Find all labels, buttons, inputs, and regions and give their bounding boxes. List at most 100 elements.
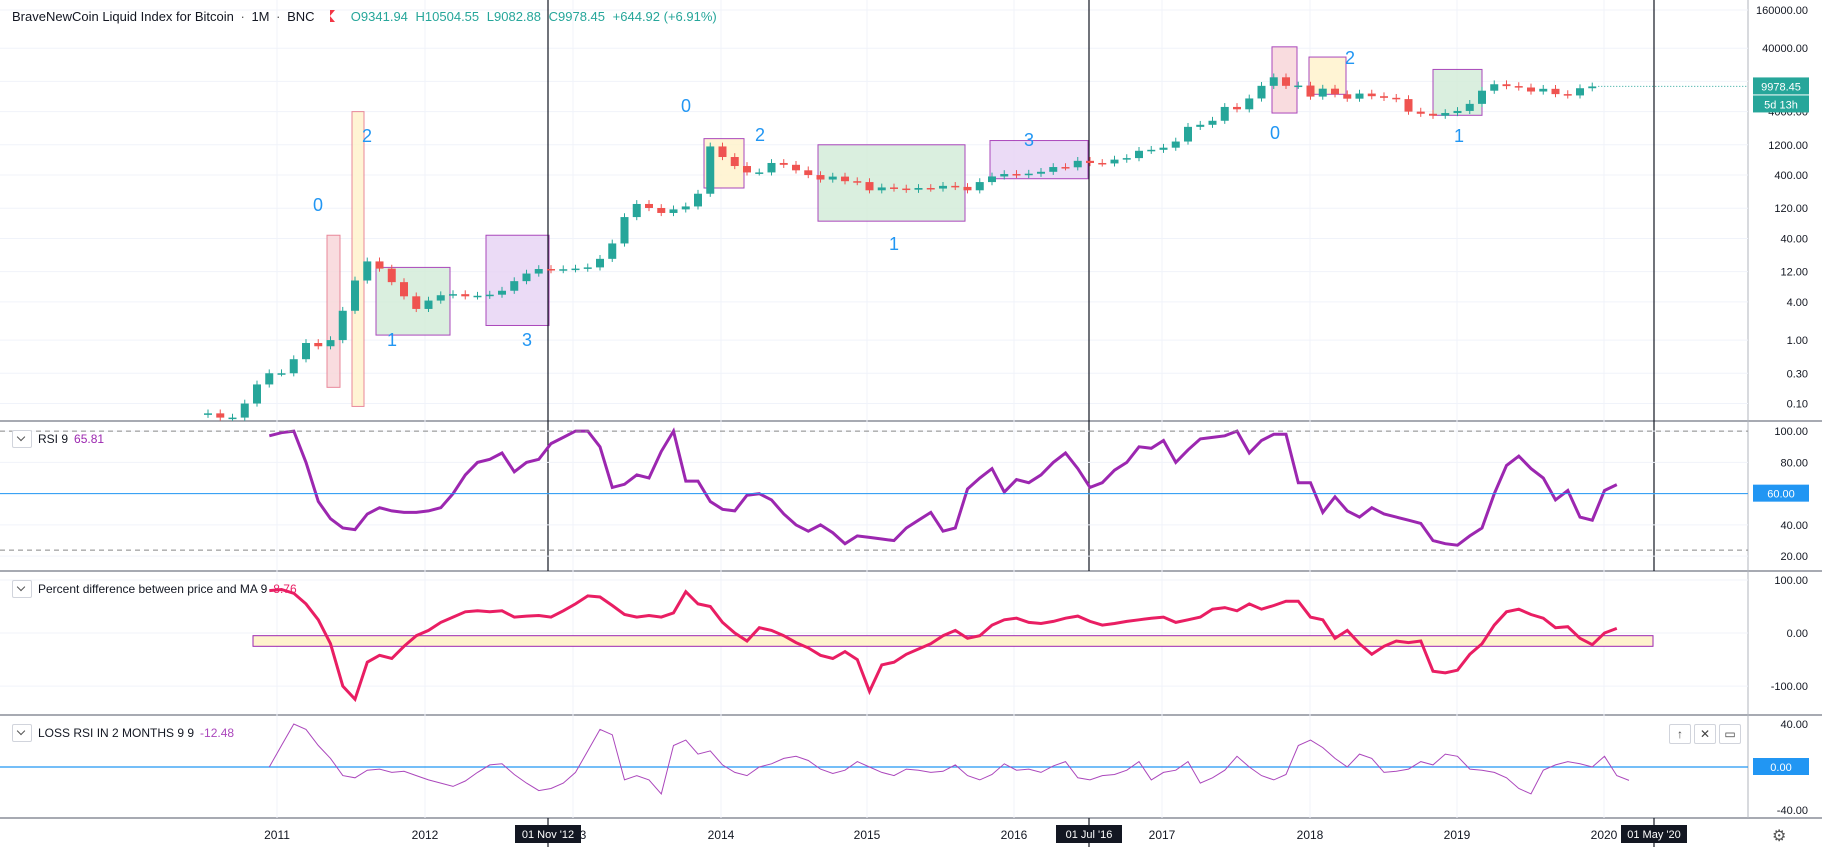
y-tick-label: 160000.00 (1756, 5, 1808, 17)
x-tick-label: 2019 (1444, 828, 1471, 842)
candle-body (620, 217, 629, 244)
y-tick-label: 0.30 (1787, 368, 1808, 380)
candle-body (841, 176, 849, 182)
candle-body (939, 185, 947, 189)
y-tick-label: 0.10 (1787, 399, 1808, 411)
pct-band (252, 635, 1654, 647)
loss-pane-legend: LOSS RSI IN 2 MONTHS 9 9 -12.48 (12, 724, 234, 742)
candle-body (632, 203, 641, 218)
chevron-down-icon[interactable] (12, 580, 32, 598)
rsi-value: 65.81 (74, 432, 105, 446)
candle-body (1220, 106, 1229, 121)
candle-body (767, 162, 776, 173)
candle-body (1012, 174, 1021, 176)
rsi-marker-tag (1753, 484, 1809, 502)
annotation-box (485, 234, 550, 326)
candle-body (289, 359, 298, 374)
candle-body (1049, 167, 1058, 172)
candle-body (1527, 87, 1535, 92)
y-tick-label: -40.00 (1777, 805, 1808, 817)
candle-body (963, 186, 972, 191)
pct-value: 8.76 (273, 582, 297, 596)
candle-body (1355, 93, 1364, 99)
candle-body (449, 294, 457, 296)
time-marker-tag (515, 825, 581, 843)
candle-body (424, 300, 433, 309)
candle-body (510, 281, 519, 291)
candle-body (338, 310, 347, 341)
y-tick-label: 4.00 (1787, 297, 1808, 309)
close-icon[interactable]: ✕ (1694, 724, 1716, 744)
series-line (268, 723, 1630, 795)
candle-body (828, 176, 837, 180)
annotation-box (817, 144, 966, 222)
candle-body (951, 185, 960, 188)
candle-body (1184, 126, 1192, 142)
symbol-title[interactable]: BraveNewCoin Liquid Index for Bitcoin (12, 9, 234, 24)
wave-label: 0 (681, 96, 691, 116)
y-tick-label: 1.00 (1787, 335, 1808, 347)
candle-body (583, 267, 592, 269)
wave-label: 1 (889, 234, 899, 254)
ohlc-low: L9082.88 (486, 9, 542, 24)
annotation-box (326, 234, 341, 388)
candle-body (694, 193, 702, 207)
wave-label: 3 (1024, 130, 1034, 150)
rsi-pane-legend: RSI 9 65.81 (12, 430, 104, 448)
last-price-tag (1753, 77, 1809, 95)
candle-body (706, 146, 715, 194)
candle-body (1318, 88, 1327, 97)
candle-body (1269, 77, 1278, 86)
wave-label: 0 (1270, 123, 1280, 143)
pct-label[interactable]: Percent difference between price and MA … (38, 582, 268, 596)
y-tick-label: 100.00 (1774, 426, 1808, 438)
candle-body (1416, 111, 1425, 114)
candle-body (1367, 93, 1376, 97)
maximize-icon[interactable]: ▭ (1719, 724, 1741, 744)
candle-body (1122, 158, 1131, 160)
candle-body (375, 261, 384, 269)
loss-marker-tag (1753, 758, 1809, 775)
loss-label[interactable]: LOSS RSI IN 2 MONTHS 9 9 (38, 726, 195, 740)
chevron-down-icon[interactable] (12, 430, 32, 448)
candle-body (718, 146, 727, 158)
candle-body (730, 157, 739, 167)
flag-icon[interactable] (330, 10, 336, 22)
candle-body (1294, 85, 1303, 88)
candle-body (816, 175, 825, 180)
candle-body (669, 209, 678, 213)
x-tick-label: 2014 (708, 828, 735, 842)
interval-label[interactable]: 1M (251, 9, 270, 24)
chevron-down-icon[interactable] (12, 724, 32, 742)
move-up-icon[interactable]: ↑ (1669, 724, 1691, 744)
candle-body (326, 340, 335, 347)
time-marker-tag (1621, 825, 1687, 843)
wave-label: 0 (313, 195, 323, 215)
candle-body (755, 172, 764, 174)
candle-body (1024, 173, 1033, 176)
candle-body (1588, 86, 1597, 89)
x-tick-label: 2016 (1001, 828, 1028, 842)
candle-body (1514, 86, 1523, 88)
candle-body (1257, 85, 1266, 99)
y-tick-label: 40.00 (1780, 520, 1808, 532)
candle-body (1441, 113, 1450, 116)
candle-body (743, 166, 751, 173)
candle-body (902, 188, 911, 191)
y-tick-label: 0.00 (1787, 628, 1808, 640)
candle-body (1000, 174, 1009, 177)
last-price-label: 9978.45 (1761, 81, 1801, 93)
ohlc-open: O9341.94 (350, 9, 408, 24)
candle-body (547, 269, 555, 271)
candle-body (1331, 88, 1339, 95)
candle-body (1233, 106, 1241, 110)
x-tick-label: 2015 (854, 828, 881, 842)
y-tick-label: 120.00 (1774, 203, 1808, 215)
x-tick-label: 2020 (1591, 828, 1618, 842)
candle-body (608, 243, 617, 259)
candle-body (216, 413, 225, 418)
loss-value: -12.48 (200, 726, 235, 740)
settings-gear-icon[interactable]: ⚙ (1772, 828, 1787, 845)
rsi-label[interactable]: RSI 9 (38, 432, 69, 446)
